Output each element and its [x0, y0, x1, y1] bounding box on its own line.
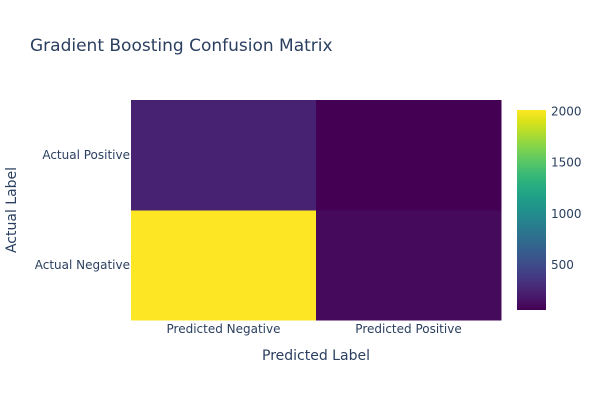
y-tick-label: Actual Positive	[42, 148, 130, 162]
heatmap-cell	[316, 210, 502, 321]
x-tick-labels: Predicted Negative Predicted Positive	[167, 322, 462, 336]
heatmap-cell	[131, 210, 317, 321]
colorbar-tick-label: 2000	[551, 105, 582, 119]
heatmap-cell	[316, 100, 502, 211]
colorbar-tick-label: 1000	[551, 207, 582, 221]
x-tick-label: Predicted Negative	[167, 322, 281, 336]
chart-title: Gradient Boosting Confusion Matrix	[30, 36, 333, 56]
y-axis-title: Actual Label	[4, 167, 20, 253]
colorbar	[517, 110, 546, 310]
y-tick-labels: Actual Negative Actual Positive	[35, 148, 130, 272]
colorbar-tick-label: 500	[551, 258, 574, 272]
colorbar-tick-label: 1500	[551, 156, 582, 170]
y-tick-label: Actual Negative	[35, 258, 130, 272]
heatmap-cell	[131, 100, 317, 211]
colorbar-ticks: 500 1000 1500 2000	[551, 105, 582, 272]
x-tick-label: Predicted Positive	[355, 322, 461, 336]
heatmap-cells	[131, 100, 502, 321]
x-axis-title: Predicted Label	[262, 348, 370, 364]
